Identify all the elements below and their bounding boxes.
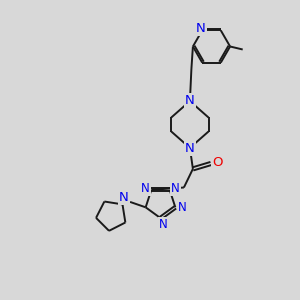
Text: N: N: [196, 22, 206, 35]
Text: O: O: [212, 156, 223, 169]
Text: N: N: [178, 201, 186, 214]
Text: N: N: [185, 142, 195, 155]
Text: N: N: [119, 191, 129, 204]
Text: N: N: [159, 218, 168, 231]
Text: N: N: [185, 94, 195, 107]
Text: N: N: [141, 182, 150, 195]
Text: N: N: [171, 182, 180, 195]
